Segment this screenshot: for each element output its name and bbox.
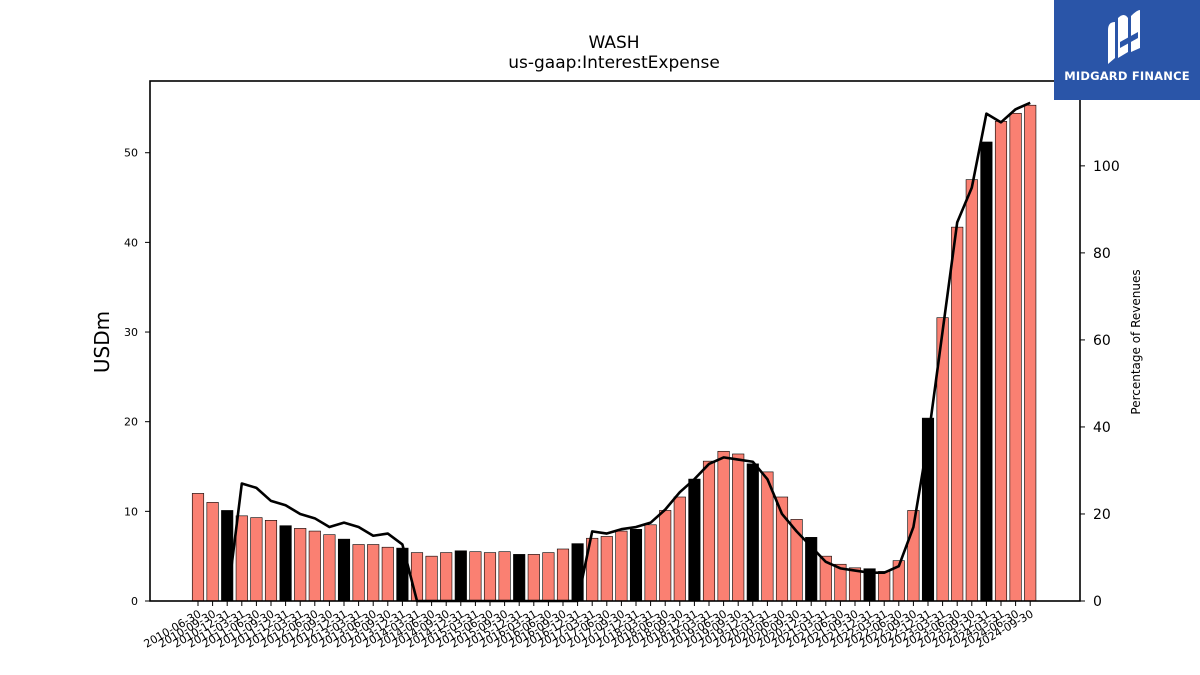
bar <box>717 450 730 602</box>
bar <box>440 552 453 602</box>
bar-series <box>191 104 1037 602</box>
bar <box>264 520 278 602</box>
bar <box>659 510 672 602</box>
bar <box>206 502 219 602</box>
bar <box>629 528 643 602</box>
bar <box>367 544 380 602</box>
y-tick-label: 10 <box>124 505 138 518</box>
bar <box>483 552 497 602</box>
bar <box>951 226 964 602</box>
bar <box>235 515 248 602</box>
bar <box>469 551 482 602</box>
percentage-line-series <box>225 101 1031 603</box>
bar <box>410 552 424 602</box>
y-axis-label: USDm <box>90 311 114 373</box>
bar <box>454 550 467 602</box>
axes <box>149 80 1081 602</box>
bar <box>279 525 292 602</box>
y2-tick-label: 20 <box>1093 507 1111 523</box>
y2-tick-label: 100 <box>1093 159 1120 175</box>
bar <box>191 493 205 602</box>
percentage-line <box>225 101 1031 603</box>
bar <box>848 567 862 602</box>
bar <box>644 524 657 602</box>
bar <box>542 552 555 602</box>
bar <box>1009 112 1022 602</box>
bar <box>221 510 234 602</box>
bar <box>965 179 978 602</box>
bar <box>702 460 716 602</box>
bar <box>425 555 438 602</box>
logo-text: MIDGARD FINANCE <box>1064 69 1190 83</box>
bar <box>337 538 351 602</box>
bar <box>673 496 686 602</box>
bar <box>688 478 701 602</box>
bar <box>600 536 613 602</box>
bar <box>381 546 394 602</box>
y-tick-label: 0 <box>131 595 138 608</box>
y2-tick-label: 40 <box>1093 420 1111 436</box>
chart-subtitle: us-gaap:InterestExpense <box>508 53 720 73</box>
chart-title: WASH <box>588 33 639 53</box>
y2-tick-label: 60 <box>1093 333 1111 349</box>
plot-frame <box>149 80 1081 602</box>
midgard-finance-logo: MIDGARD FINANCE <box>1054 0 1200 100</box>
bar <box>527 554 540 602</box>
y-tick-label: 30 <box>124 326 138 339</box>
bar <box>498 551 511 602</box>
y-tick-label: 20 <box>124 416 138 429</box>
bar <box>513 554 526 602</box>
midgard-m-icon <box>1108 10 1140 64</box>
bar <box>308 530 321 602</box>
bar <box>1024 104 1037 602</box>
bar <box>746 463 759 602</box>
bar <box>323 534 336 602</box>
bar <box>732 453 745 602</box>
y2-tick-label: 80 <box>1093 246 1111 262</box>
y2-axis-label: Percentage of Revenues <box>1129 269 1143 414</box>
bar <box>352 544 365 602</box>
bar <box>994 121 1008 602</box>
bar <box>980 141 993 602</box>
bar <box>571 543 584 602</box>
bar <box>556 548 570 602</box>
tick-labels: 010203040500204060801002010-06-302010-09… <box>124 147 1120 651</box>
y2-tick-label: 0 <box>1093 594 1102 610</box>
y-tick-label: 40 <box>124 236 138 249</box>
bar <box>294 528 307 602</box>
bar <box>615 530 628 602</box>
bar <box>878 571 891 602</box>
y-tick-label: 50 <box>124 147 138 160</box>
bar <box>250 517 263 602</box>
